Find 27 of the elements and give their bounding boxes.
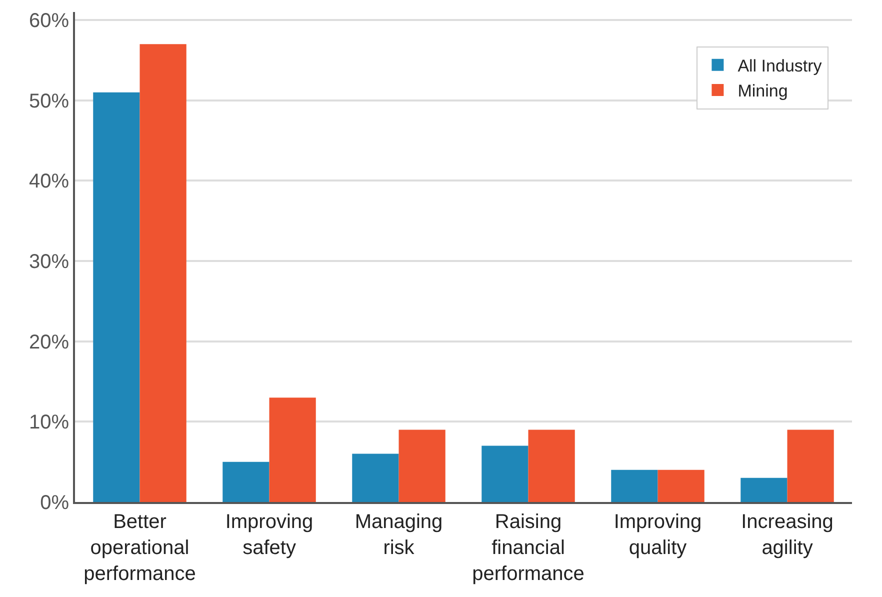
legend-label: All Industry	[738, 56, 822, 76]
x-tick-label: Increasing agility	[741, 511, 834, 559]
y-tick-label: 50%	[28, 90, 70, 112]
bar	[140, 44, 186, 502]
y-tick-label: 40%	[28, 170, 70, 193]
bar	[740, 478, 788, 502]
x-tick-label: Better operational performance	[84, 511, 196, 585]
bar	[398, 430, 446, 502]
y-tick-label: 20%	[28, 331, 70, 354]
y-tick-label: 10%	[28, 412, 70, 434]
bar	[352, 454, 399, 502]
legend-label: Mining	[738, 82, 788, 101]
bar	[482, 446, 528, 502]
x-tick-label: Managing risk	[354, 511, 443, 559]
bar	[611, 470, 658, 502]
x-tick-label: Improving safety	[225, 511, 314, 559]
bar	[528, 430, 575, 502]
y-tick-label: 60%	[28, 10, 70, 32]
bar	[93, 92, 140, 502]
y-tick-label: 0%	[40, 492, 70, 514]
bar	[222, 462, 270, 502]
x-tick-label: Improving quality	[614, 511, 702, 559]
bar	[269, 398, 316, 502]
y-tick-label: 30%	[28, 251, 70, 274]
x-tick-label: Raising financial performance	[472, 511, 584, 585]
bar	[787, 430, 834, 502]
bar	[658, 470, 704, 502]
